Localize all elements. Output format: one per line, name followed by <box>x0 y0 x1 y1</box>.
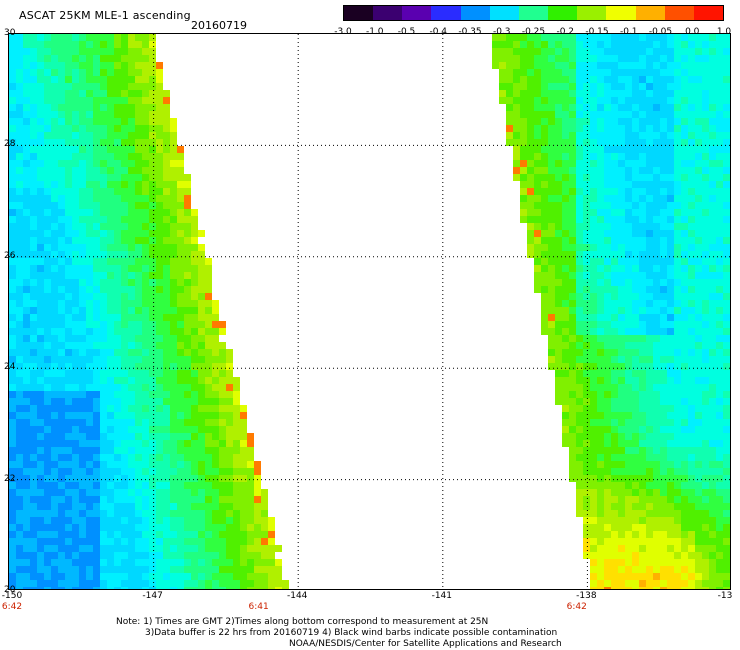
product-date: 20160719 <box>191 19 247 32</box>
time-label: 6:42 <box>1 602 23 612</box>
colorbar-swatch <box>635 6 665 20</box>
lon-label: -13 <box>717 591 733 601</box>
lon-label: -144 <box>286 591 308 601</box>
lat-label: 24 <box>4 362 16 373</box>
time-label: 6:42 <box>566 602 587 612</box>
note-line-3: NOAA/NESDIS/Center for Satellite Applica… <box>289 639 562 649</box>
colorbar-label: 0.0 <box>685 27 700 37</box>
colorbar-label: -0.35 <box>458 27 482 37</box>
colorbar-label: -0.2 <box>556 27 575 37</box>
colorbar-swatch <box>489 6 519 20</box>
colorbar-label: -0.1 <box>619 27 638 37</box>
colorbar-labels: -3.0 -1.0 -0.5 -0.4 -0.35 -0.3 -0.25 -0.2 -0.15-… <box>330 27 740 39</box>
lat-label: 20 <box>4 585 16 595</box>
map-plot <box>8 33 731 590</box>
product-title: ASCAT 25KM MLE-1 ascending <box>19 9 191 22</box>
note-line-1: Note: 1) Times are GMT 2)Times along bot… <box>116 617 489 627</box>
colorbar-swatch <box>548 6 578 20</box>
note-line-2: 3)Data buffer is 22 hrs from 20160719 4)… <box>145 628 558 638</box>
colorbar-label: -0.05 <box>648 27 673 37</box>
swath-cells <box>9 34 730 589</box>
colorbar-label: -0.15 <box>585 27 609 37</box>
colorbar-swatch <box>402 6 432 20</box>
lon-label: -150 <box>1 591 23 601</box>
colorbar-swatch <box>344 6 374 20</box>
lon-label: -138 <box>576 591 597 601</box>
mle-field <box>9 34 730 589</box>
colorbar-swatch <box>373 6 403 20</box>
lat-label: 22 <box>4 473 16 484</box>
lat-label: 26 <box>4 250 16 261</box>
colorbar-label: -3.0 <box>334 27 352 37</box>
colorbar-label: 1.0 <box>716 27 732 37</box>
colorbar-swatch <box>577 6 607 20</box>
colorbar-swatch <box>460 6 490 20</box>
colorbar-swatch <box>693 6 724 20</box>
colorbar-label: -0.25 <box>521 27 546 37</box>
time-label: 6:41 <box>248 602 269 612</box>
colorbar-label: -0.4 <box>429 27 448 37</box>
lon-label: -147 <box>142 591 163 601</box>
graticule <box>9 34 730 589</box>
lat-label: 28 <box>4 139 16 150</box>
colorbar-label: -0.5 <box>397 27 416 37</box>
colorbar-label: -1.0 <box>365 27 384 37</box>
colorbar-swatch <box>606 6 636 20</box>
lat-label: 30 <box>4 28 16 38</box>
colorbar <box>343 5 724 21</box>
lon-label: -141 <box>431 591 453 601</box>
colorbar-swatch <box>518 6 549 20</box>
colorbar-swatch <box>664 6 694 20</box>
colorbar-swatch <box>431 6 461 20</box>
colorbar-label: -0.3 <box>492 27 511 37</box>
